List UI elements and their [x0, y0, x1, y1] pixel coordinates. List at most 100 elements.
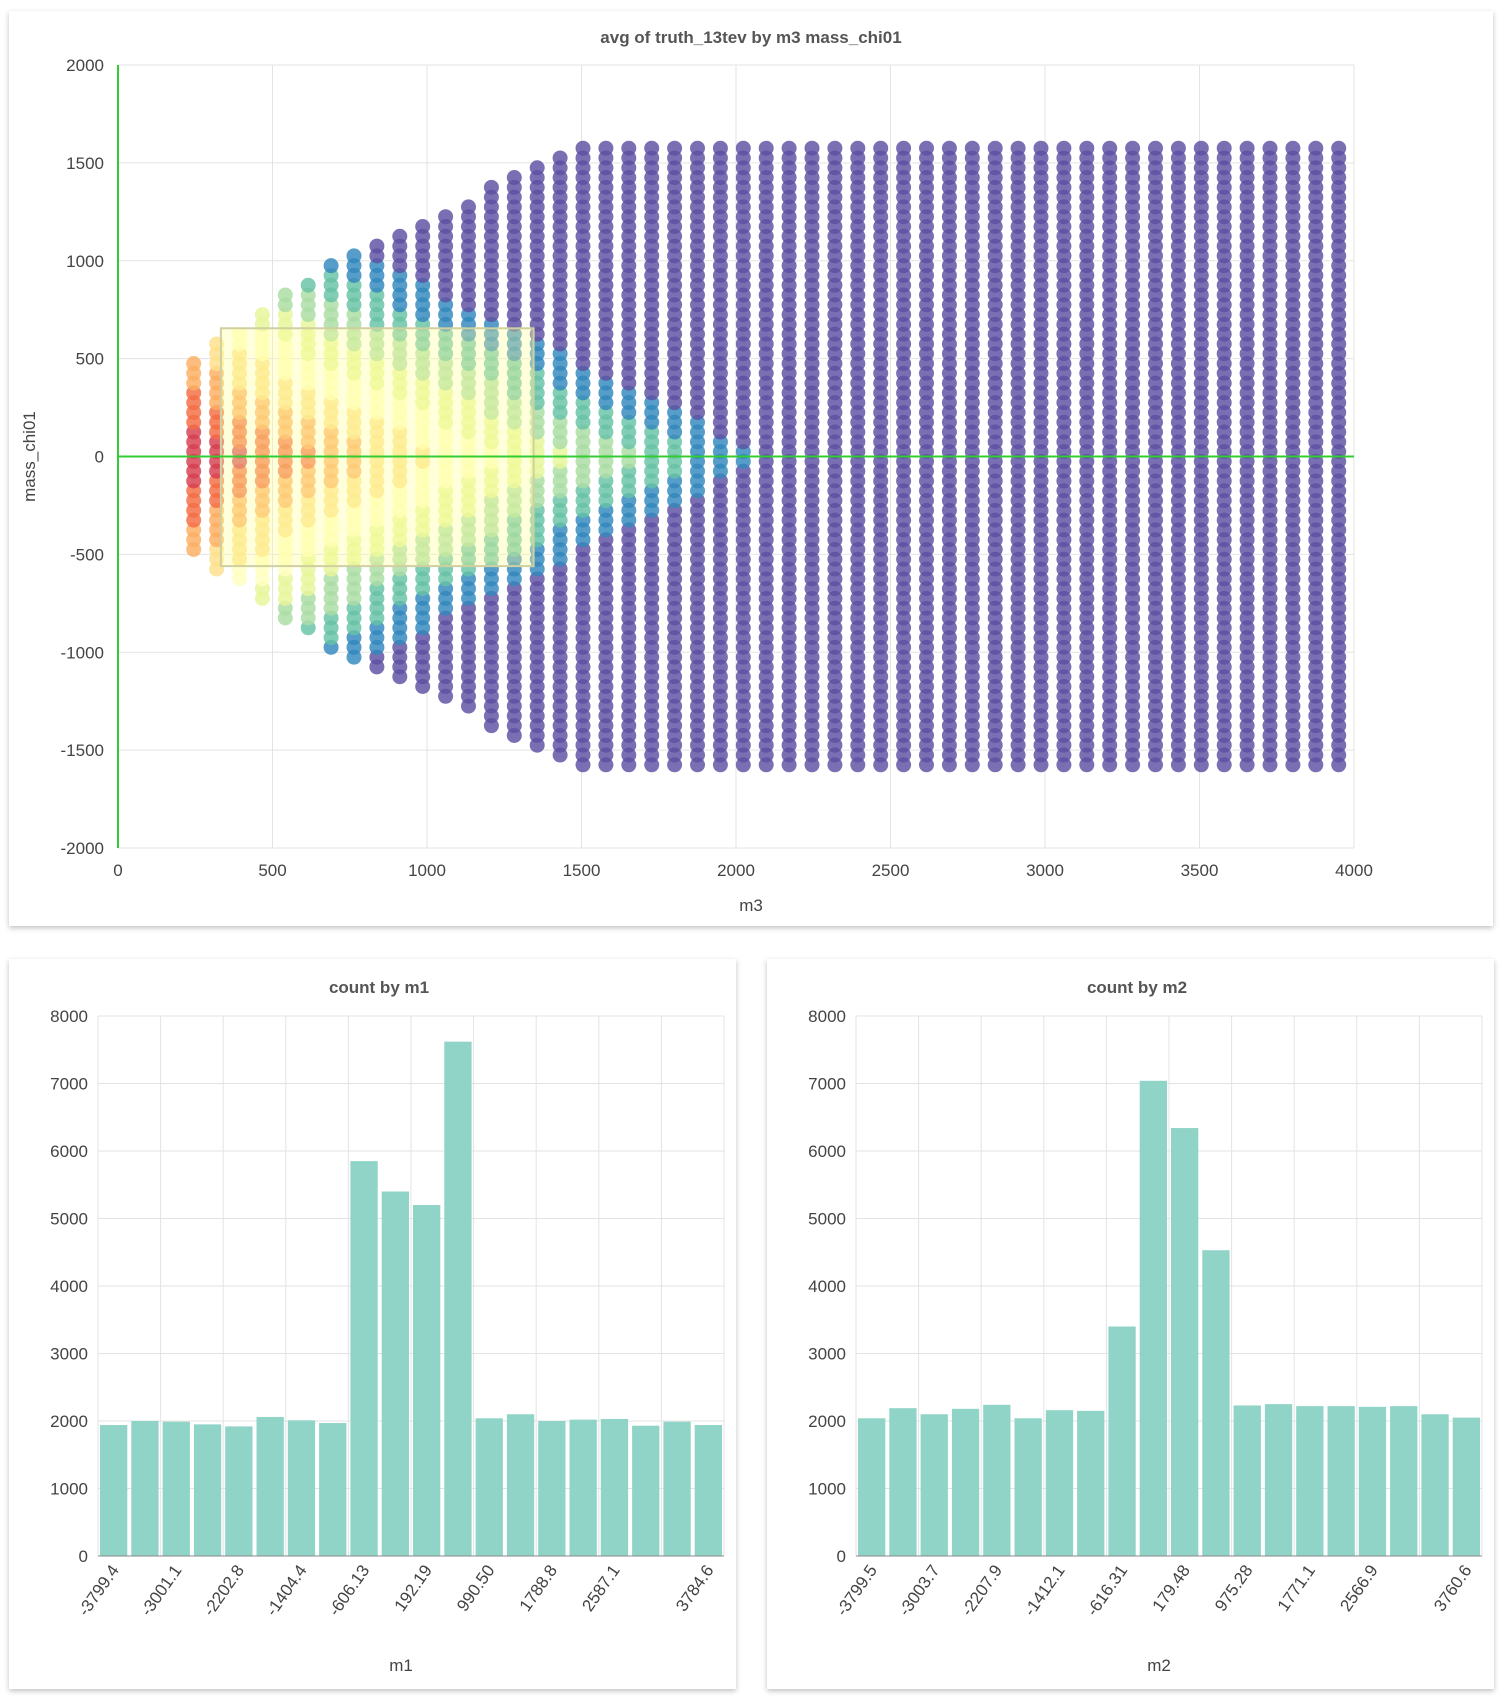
- bar[interactable]: [1421, 1414, 1449, 1556]
- scatter-point: [415, 218, 431, 234]
- x-tick-label: 1000: [408, 861, 446, 880]
- bar[interactable]: [569, 1419, 597, 1556]
- bar[interactable]: [951, 1408, 980, 1556]
- bar[interactable]: [413, 1205, 441, 1556]
- scatter-point: [1193, 140, 1209, 156]
- bar[interactable]: [350, 1161, 378, 1556]
- scatter-chart[interactable]: avg of truth_13tev by m3 mass_chi01 0 500 1…: [9, 11, 1493, 926]
- bar[interactable]: [475, 1418, 503, 1556]
- bar[interactable]: [193, 1424, 222, 1556]
- y-tick-label: 4000: [808, 1277, 846, 1296]
- bar[interactable]: [1202, 1250, 1230, 1556]
- scatter-point: [346, 248, 362, 264]
- m2-bar-chart[interactable]: count by m2 8000 7000 6000 5000 4000 3000 2000 1…: [767, 959, 1494, 1689]
- x-tick-label: 1788.8: [516, 1561, 561, 1614]
- chart-title: avg of truth_13tev by m3 mass_chi01: [600, 28, 901, 47]
- bar[interactable]: [1233, 1405, 1261, 1556]
- y-tick-label: 1000: [50, 1480, 88, 1499]
- bar[interactable]: [1171, 1128, 1199, 1556]
- x-tick-label: -606.13: [325, 1561, 374, 1619]
- scatter-point: [850, 140, 866, 156]
- y-tick-label: -500: [70, 545, 104, 564]
- bar[interactable]: [538, 1421, 566, 1556]
- bar[interactable]: [1014, 1418, 1042, 1556]
- y-tick-label: 2000: [50, 1412, 88, 1431]
- bar[interactable]: [287, 1420, 316, 1556]
- bar[interactable]: [1358, 1406, 1387, 1556]
- m1-bar-chart[interactable]: count by m1 8000 7000 6000 5000 4000 3000 2000 1…: [9, 959, 736, 1689]
- scatter-point: [758, 140, 774, 156]
- x-tick-label: -2207.9: [957, 1561, 1006, 1619]
- scatter-point: [712, 140, 728, 156]
- scatter-point: [575, 140, 591, 156]
- bar[interactable]: [983, 1404, 1011, 1556]
- scatter-point: [1285, 140, 1301, 156]
- scatter-point: [1033, 140, 1049, 156]
- x-tick-label: 3760.6: [1430, 1561, 1475, 1614]
- scatter-point: [1125, 140, 1141, 156]
- x-tick-label: 4000: [1335, 861, 1373, 880]
- grid-lines: [855, 1015, 1483, 1557]
- scatter-point: [644, 140, 660, 156]
- y-tick-label: 6000: [50, 1142, 88, 1161]
- scatter-point: [781, 140, 797, 156]
- scatter-point: [277, 287, 293, 303]
- y-tick-label: 3000: [50, 1345, 88, 1364]
- y-tick-label: -1500: [61, 741, 104, 760]
- scatter-point: [392, 228, 408, 244]
- bar[interactable]: [858, 1418, 886, 1556]
- bar[interactable]: [381, 1191, 409, 1557]
- x-tick-label: 1771.1: [1274, 1561, 1319, 1614]
- scatter-point: [873, 140, 889, 156]
- y-tick-label: 0: [79, 1547, 88, 1566]
- bar[interactable]: [131, 1421, 159, 1556]
- x-tick-label: 2587.1: [578, 1561, 623, 1614]
- bar[interactable]: [920, 1414, 948, 1556]
- bar[interactable]: [1045, 1410, 1074, 1556]
- bar[interactable]: [162, 1421, 190, 1556]
- scatter-point: [1170, 140, 1186, 156]
- x-tick-label: 975.28: [1211, 1561, 1256, 1614]
- x-tick-label: 3000: [1026, 861, 1064, 880]
- bar[interactable]: [1327, 1406, 1355, 1556]
- bar[interactable]: [600, 1418, 629, 1556]
- bar[interactable]: [1139, 1080, 1167, 1556]
- x-tick-label: 3500: [1181, 861, 1219, 880]
- y-tick-label: 7000: [50, 1075, 88, 1094]
- bar[interactable]: [694, 1425, 722, 1556]
- scatter-point: [552, 150, 568, 166]
- y-tick-label: 500: [76, 350, 104, 369]
- scatter-point: [369, 238, 385, 254]
- bar[interactable]: [632, 1425, 660, 1556]
- selection-box[interactable]: [219, 327, 535, 568]
- bar[interactable]: [1077, 1410, 1105, 1556]
- bar[interactable]: [444, 1041, 472, 1556]
- x-axis-label: m2: [1147, 1656, 1171, 1675]
- y-tick-label: 8000: [808, 1007, 846, 1026]
- bar[interactable]: [1296, 1406, 1324, 1556]
- bar[interactable]: [319, 1423, 347, 1556]
- x-tick-label: 500: [258, 861, 286, 880]
- bar[interactable]: [225, 1426, 253, 1556]
- bar[interactable]: [506, 1414, 535, 1556]
- bar[interactable]: [100, 1425, 128, 1556]
- bar[interactable]: [256, 1416, 284, 1556]
- bar[interactable]: [889, 1408, 917, 1556]
- chart-title: count by m2: [1087, 978, 1187, 997]
- m2-histogram-card: count by m2 8000 7000 6000 5000 4000 3000 2000 1…: [767, 959, 1494, 1689]
- x-tick-label: -1412.1: [1020, 1561, 1069, 1619]
- bar[interactable]: [1452, 1417, 1480, 1556]
- bar[interactable]: [663, 1421, 691, 1556]
- bar[interactable]: [1390, 1406, 1418, 1556]
- scatter-point: [1148, 140, 1164, 156]
- x-tick-label: 2566.9: [1336, 1561, 1381, 1614]
- y-axis-label: mass_chi01: [20, 411, 39, 502]
- scatter-point: [827, 140, 843, 156]
- bar[interactable]: [1264, 1404, 1293, 1556]
- x-tick-label: -2202.8: [199, 1561, 248, 1619]
- scatter-point: [438, 209, 454, 225]
- x-axis-label: m3: [739, 896, 763, 915]
- x-tick-label: 990.50: [453, 1561, 498, 1614]
- scatter-point: [1056, 140, 1072, 156]
- bar[interactable]: [1108, 1326, 1136, 1557]
